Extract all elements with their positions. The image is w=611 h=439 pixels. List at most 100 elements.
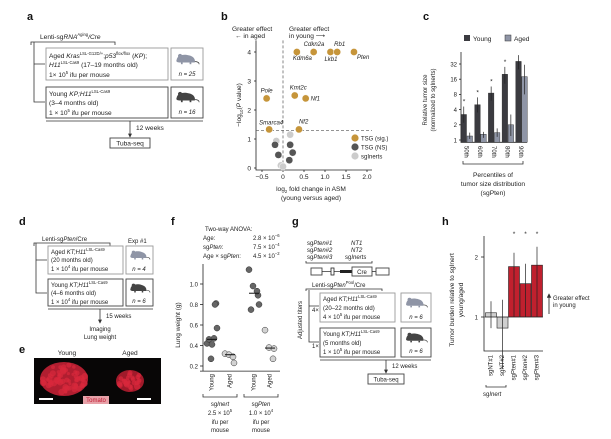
x-tick-label: 70th	[490, 146, 496, 158]
x-tick-label: Young	[210, 374, 216, 391]
y-tick-label: 1	[475, 315, 479, 321]
axes	[483, 236, 543, 352]
young-n: n = 16	[179, 110, 197, 116]
significance-star: *	[490, 78, 493, 85]
volcano-plot: −0.5 0 0.5 1.0 1.5 2.0 0 1 2 3 4 Kdm6a Cdkn2a Lkb1 Rb1…	[247, 40, 388, 181]
y-tick-label: 1	[454, 138, 458, 144]
tumor-nodule	[117, 382, 123, 388]
y-tick-label: 8	[454, 93, 458, 99]
point-tsgsig	[265, 125, 273, 134]
duration: 12 weeks	[392, 364, 417, 370]
panel-label: a	[27, 11, 34, 23]
readout-lung-weight: Lung weight	[84, 335, 117, 341]
x-tick-label: 90th	[517, 146, 523, 158]
y-tick-label: 0.8	[190, 303, 199, 309]
gene-label: Pole	[261, 88, 274, 94]
panel-label: b	[221, 11, 228, 23]
data-point	[253, 287, 261, 295]
tumor-nodule	[62, 384, 69, 391]
young-age: (5 months old)	[323, 341, 361, 347]
point-tsgsig	[326, 48, 335, 56]
tumor-nodule	[80, 383, 85, 388]
guide-2: sgPten#2	[307, 248, 333, 254]
panel-f: f Two-way ANOVA: Age: 2.8 × 10−6 sgPten:…	[171, 216, 280, 434]
young-dose: 1 × 105 ifu per mouse	[49, 108, 112, 117]
panel-h: h Tumor burden relative to sgInert young…	[442, 216, 590, 398]
group-dose: 1.0 × 104	[249, 408, 274, 417]
data-point	[249, 282, 257, 290]
data-point	[211, 301, 219, 308]
x-tick-label: 2.0	[362, 174, 371, 181]
dot-plot: 0.2 0.4 0.6 0.8 1.0 Young Aged Young Aged	[190, 264, 280, 391]
tumor-nodule	[126, 372, 133, 378]
controls-label: sgInerts	[345, 255, 366, 261]
bar-chart: 1 2 sgNT#1 sgNT#2 * sgPten#1 * sgPten#2 * sgPten#…	[475, 231, 543, 380]
annotation-aged-2: ← in aged	[235, 33, 265, 40]
annotation-2: in young	[553, 303, 576, 309]
aged-mouse-box	[400, 292, 432, 323]
significance-star: *	[513, 231, 516, 238]
data-point	[207, 355, 215, 363]
young-titer-multiplier: 1×	[312, 344, 319, 350]
aged-dose: 1 × 104 ifu per mouse	[51, 264, 109, 273]
group-label: sgInert	[483, 392, 502, 398]
stain-label-bg	[83, 396, 109, 404]
point-tsgns	[271, 140, 279, 149]
legend-aged: Aged	[514, 36, 530, 43]
gene-label: Nf2	[299, 119, 309, 125]
y-tick-label: 32	[450, 62, 457, 68]
x-tick-label: sgPten#1	[512, 354, 518, 380]
gene-label: Kdm6a	[293, 56, 313, 62]
tumor-nodule	[66, 372, 70, 376]
tumor-nodule	[76, 385, 83, 392]
gene-label: Pten	[357, 55, 370, 61]
group-unit: ifu per	[212, 420, 229, 426]
group-label: sgPten	[252, 402, 271, 408]
panel-label: c	[423, 11, 429, 23]
group-unit: mouse	[211, 428, 230, 434]
x-tick-label: 1.0	[320, 174, 329, 181]
point-sginerts	[286, 130, 294, 139]
lenti-construct-label: Lenti-sgPten/Cre	[42, 237, 88, 243]
tumor-nodule	[133, 383, 141, 390]
point-tsgsig	[350, 48, 358, 56]
annotation-aged: Greater effect	[232, 26, 272, 33]
group-unit: ifu per	[253, 420, 270, 426]
axes	[200, 264, 280, 372]
y-tick-label: 2	[475, 255, 479, 261]
vector-construct	[310, 266, 390, 277]
legend-marker	[351, 134, 359, 142]
data-point	[213, 324, 221, 332]
gene-label: Cdkn2a	[304, 42, 325, 48]
point-tsgsig	[309, 48, 318, 56]
y-axis-label: Lung weight (g)	[175, 302, 182, 347]
data-point	[210, 335, 218, 342]
x-tick-label: −0.5	[255, 174, 268, 181]
aged-genotype: Aged KT;H11LSL-Cas9	[51, 247, 105, 256]
x-tick-label: sgPten#2	[523, 354, 529, 380]
tumor-nodule	[129, 384, 133, 389]
young-cohort-box	[319, 327, 396, 358]
tumor-nodule	[72, 365, 76, 369]
aged-mouse-box	[170, 47, 204, 81]
aged-mouse-box	[125, 245, 154, 275]
aged-genotype: Aged KT;H11LSL-Cas9	[323, 294, 377, 303]
legend-marker	[351, 152, 359, 160]
panel-a: a Lenti-sgRNAAging/Cre Aged KrasLSL-G12D…	[27, 11, 204, 149]
aged-age: H11LSL-Cas9 (17–19 months old)	[49, 60, 138, 69]
aged-cohort-box	[319, 292, 396, 323]
injection-bracket	[33, 242, 111, 294]
tumor-nodule	[136, 373, 142, 378]
stain-label: Tomato	[86, 398, 106, 404]
y-tick-label: 4	[247, 49, 251, 56]
x-tick-label: 0.5	[299, 174, 308, 181]
aged-genotype: Aged KrasLSL-G12D/+;p53flox/flox (KP);	[49, 51, 147, 60]
gene-label: Nf1	[311, 96, 320, 102]
point-tsgsig	[301, 94, 310, 103]
panel-label: f	[171, 216, 175, 228]
young-mouse-box	[400, 327, 432, 358]
bar-young	[515, 61, 522, 143]
aged-n: n = 4	[132, 267, 146, 273]
significance-star: *	[504, 59, 507, 66]
